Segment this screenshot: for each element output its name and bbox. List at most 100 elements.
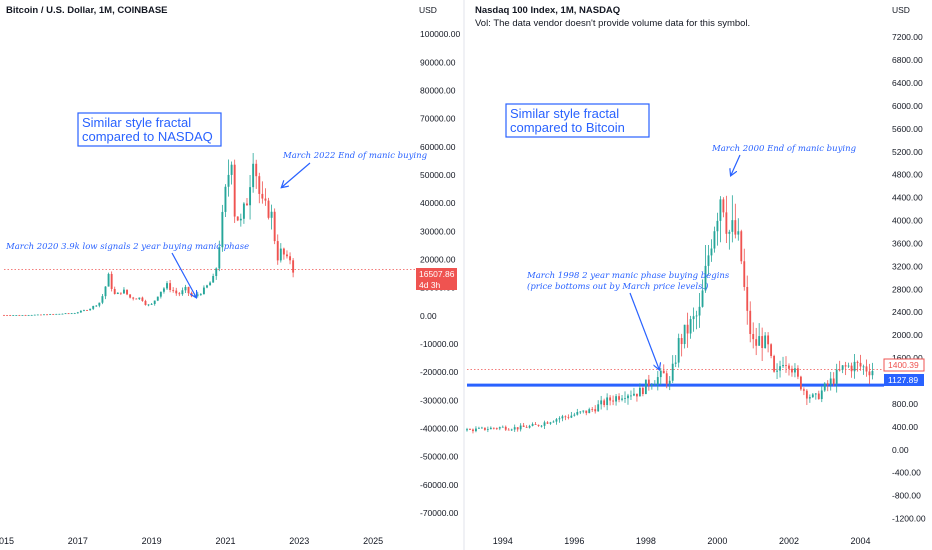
nasdaq-candle (671, 363, 674, 381)
bitcoin-note-march-2022[interactable]: March 2022 End of manic buying (282, 151, 428, 161)
nasdaq-candle (725, 212, 728, 234)
nasdaq-candle (728, 231, 731, 234)
bitcoin-y-tick-label: -30000.00 (420, 395, 459, 405)
bitcoin-candle (98, 302, 101, 306)
bitcoin-candle (95, 305, 98, 307)
nasdaq-candle (492, 427, 495, 429)
bitcoin-candle (89, 308, 92, 311)
nasdaq-candle (680, 338, 683, 345)
nasdaq-x-tick-label: 2004 (851, 536, 871, 546)
bitcoin-pane: Bitcoin / U.S. Dollar, 1M, COINBASE USD … (0, 5, 460, 546)
nasdaq-candle (850, 365, 853, 372)
nasdaq-candle (811, 394, 814, 398)
bitcoin-candle (199, 294, 202, 295)
nasdaq-candle (507, 429, 510, 431)
bitcoin-candle (270, 211, 273, 218)
bitcoin-candle (206, 285, 208, 288)
nasdaq-axis-unit: USD (892, 5, 910, 15)
bitcoin-candle (258, 176, 261, 194)
nasdaq-candle (552, 421, 555, 423)
nasdaq-candle (633, 393, 635, 396)
nasdaq-y-tick-label: 5600.00 (892, 124, 923, 134)
bitcoin-x-axis: 2015 2017 2019 2021 2023 2025 (0, 536, 383, 546)
nasdaq-candle (838, 369, 841, 371)
bitcoin-candles (3, 153, 295, 316)
bitcoin-fractal-box[interactable] (77, 112, 222, 147)
nasdaq-candle (737, 231, 740, 235)
nasdaq-candle (752, 334, 755, 340)
nasdaq-candle (662, 370, 665, 374)
bitcoin-candle (224, 186, 227, 212)
nasdaq-candle (799, 376, 802, 390)
nasdaq-candle (519, 425, 522, 430)
nasdaq-candle (546, 422, 549, 424)
bitcoin-candle (279, 248, 282, 261)
bitcoin-candle (113, 288, 116, 294)
nasdaq-candle (835, 369, 838, 384)
nasdaq-x-tick-label: 1996 (564, 536, 584, 546)
bitcoin-candle (67, 313, 70, 315)
nasdaq-chart-subtitle: Vol: The data vendor doesn't provide vol… (475, 18, 750, 29)
nasdaq-candle (704, 265, 707, 291)
bitcoin-candle (126, 289, 128, 295)
nasdaq-candle (469, 429, 471, 430)
nasdaq-candle (606, 397, 609, 406)
nasdaq-candle (588, 409, 591, 414)
bitcoin-candle (21, 315, 24, 316)
nasdaq-fractal-box[interactable] (505, 103, 650, 138)
bitcoin-x-tick-label: 2021 (215, 536, 235, 546)
nasdaq-candle (561, 416, 564, 419)
bitcoin-note-march-2020[interactable]: March 2020 3.9k low signals 2 year buyin… (5, 242, 249, 252)
bitcoin-candle (64, 313, 67, 315)
nasdaq-candle (498, 427, 501, 429)
bitcoin-candle (30, 314, 33, 316)
nasdaq-candle (758, 336, 761, 346)
nasdaq-note-march-1998-line2[interactable]: (price bottoms out by March price levels… (527, 281, 708, 292)
bitcoin-y-tick-label: -20000.00 (420, 367, 459, 377)
nasdaq-note-march-1998-line1[interactable]: March 1998 2 year manic phase buying beg… (526, 271, 730, 281)
nasdaq-candle (591, 409, 594, 410)
nasdaq-price-label-bg (883, 358, 925, 372)
nasdaq-candle (710, 248, 713, 256)
bitcoin-candle (249, 187, 252, 206)
nasdaq-candle (585, 410, 588, 414)
nasdaq-candle (716, 220, 719, 232)
bitcoin-candle (292, 260, 295, 273)
nasdaq-candle (576, 412, 579, 415)
bitcoin-candle (12, 315, 15, 316)
nasdaq-candle (615, 396, 617, 402)
bitcoin-note-march-2020-arrow (171, 252, 196, 297)
nasdaq-candle (823, 383, 826, 391)
nasdaq-y-tick-label: 3200.00 (892, 261, 923, 271)
bitcoin-candle (61, 313, 64, 315)
bitcoin-y-tick-label: -40000.00 (420, 424, 459, 434)
bitcoin-candle (255, 163, 258, 177)
nasdaq-y-tick-label: 0.00 (892, 445, 909, 455)
bitcoin-candle (123, 289, 125, 294)
bitcoin-candle (230, 164, 233, 175)
nasdaq-y-tick-label: 2000.00 (892, 330, 923, 340)
nasdaq-note-march-2000-arrow (731, 154, 741, 175)
nasdaq-candle (859, 362, 862, 367)
bitcoin-fractal-box-line2: compared to NASDAQ (82, 129, 213, 144)
nasdaq-candle (624, 398, 626, 400)
bitcoin-candle (153, 300, 156, 304)
nasdaq-candle (665, 373, 668, 384)
nasdaq-candle (761, 336, 764, 349)
nasdaq-y-tick-label: 3600.00 (892, 238, 923, 248)
bitcoin-candle (6, 315, 9, 316)
nasdaq-candle (695, 315, 698, 317)
bitcoin-y-tick-label: 60000.00 (420, 142, 456, 152)
bitcoin-y-tick-label: 0.00 (420, 311, 437, 321)
nasdaq-y-tick-label: -400.00 (892, 468, 921, 478)
nasdaq-y-tick-label: 6400.00 (892, 78, 923, 88)
nasdaq-y-tick-label: -800.00 (892, 491, 921, 501)
bitcoin-candle (3, 315, 5, 316)
nasdaq-note-march-2000[interactable]: March 2000 End of manic buying (711, 144, 857, 154)
bitcoin-candle (246, 203, 248, 206)
nasdaq-candle (522, 425, 525, 427)
nasdaq-candle (683, 324, 686, 345)
bitcoin-candle (221, 211, 224, 248)
nasdaq-candle (567, 416, 570, 418)
nasdaq-candle (826, 383, 829, 385)
